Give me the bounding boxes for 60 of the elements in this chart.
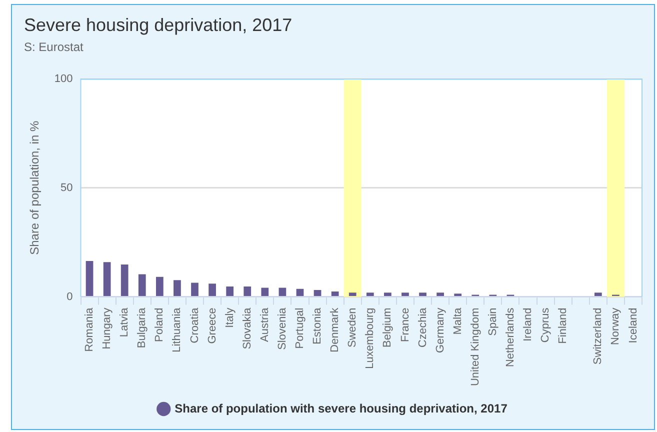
bar [436,292,444,296]
x-tick-label: Estonia [312,306,324,344]
chart-title: Severe housing deprivation, 2017 [24,14,292,35]
y-tick-label: 0 [66,290,73,303]
x-tick-label: Norway [610,307,622,346]
legend-label: Share of population with severe housing deprivation, 2017 [174,401,508,416]
x-tick-label: Luxembourg [364,308,376,369]
bar [261,288,269,296]
x-tick-label: Italy [224,307,236,328]
x-tick-label: Sweden [346,308,359,348]
x-tick-label: Romania [84,306,96,352]
x-tick-label: Malta [452,306,464,335]
x-tick-label: Slovenia [276,306,288,350]
x-tick-label: Hungary [101,307,114,350]
x-tick-label: Germany [434,307,446,353]
x-tick-label: United Kingdom [469,308,482,386]
bar [226,286,234,296]
x-tick-label: Ireland [522,308,534,342]
bar [120,264,128,296]
x-tick-label: Spain [486,308,499,336]
bar [366,292,374,296]
x-tick-label: Denmark [329,307,342,352]
x-tick-label: Iceland [627,308,640,344]
x-tick-label: Austria [258,306,271,342]
x-tick-label: Finland [557,308,570,344]
bar [331,292,339,296]
bar [402,292,409,296]
x-tick-label: Bulgaria [136,306,148,348]
bar [103,262,111,296]
chart-subtitle: S: Eurostat [24,40,84,54]
x-tick-label: Greece [206,308,218,344]
x-tick-label: Lithuania [171,306,184,352]
bar [86,261,94,296]
x-tick-label: Czechia [416,306,429,348]
bar [419,292,426,296]
x-tick-label: Poland [154,308,166,342]
y-tick-label: 50 [60,182,73,194]
x-tick-label: Croatia [188,306,201,344]
bar [384,292,392,296]
bar [156,276,164,296]
bar [278,288,286,296]
x-tick-label: Latvia [118,306,131,338]
bar [208,284,216,296]
x-tick-label: Belgium [382,308,394,348]
bar [296,288,304,296]
bar [314,290,322,296]
bar [138,274,146,296]
y-axis-title: Share of population, in % [28,120,42,255]
x-tick-label: France [399,308,412,342]
bar [594,292,602,296]
bar [244,286,252,296]
bar [191,282,198,296]
x-tick-label: Switzerland [592,308,604,365]
x-tick-label: Portugal [294,308,306,349]
y-tick-label: 100 [54,73,73,86]
bar [174,280,181,296]
x-tick-label: Netherlands [504,307,516,368]
x-tick-label: Cyprus [540,307,552,343]
bar [348,292,356,296]
x-tick-label: Slovakia [241,306,254,350]
